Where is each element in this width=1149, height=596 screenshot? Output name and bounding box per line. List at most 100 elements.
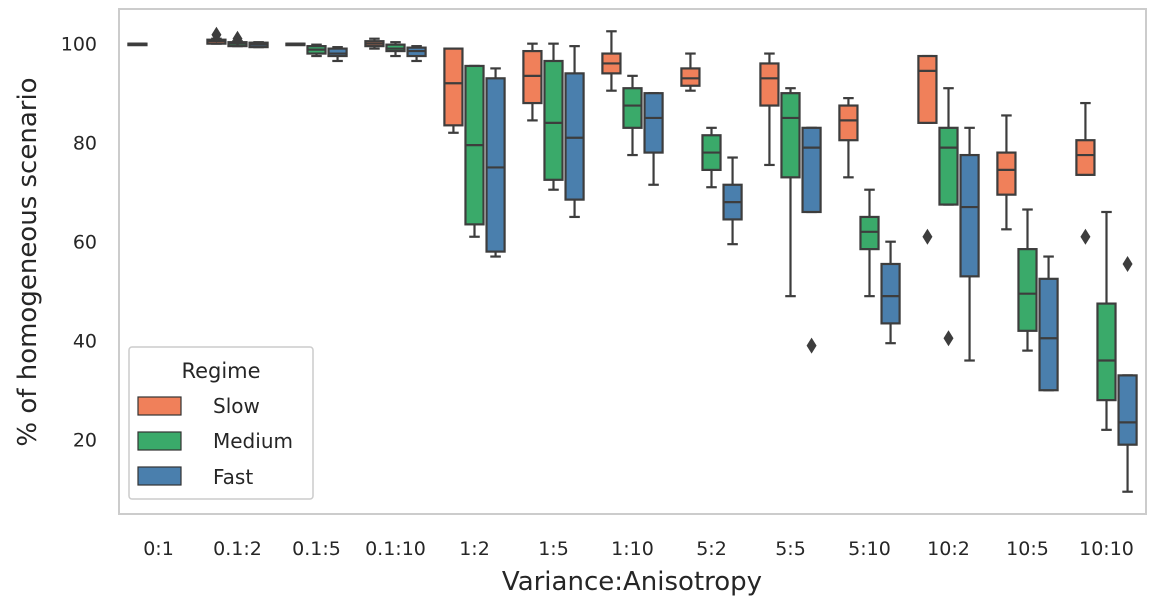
box-medium-12 [1096,210,1117,431]
y-tick-label: 60 [73,232,97,254]
box-body [622,87,643,129]
box-body [485,77,506,253]
outlier-marker [211,26,222,43]
box-medium-2 [306,43,327,58]
box-body [1038,277,1059,392]
box-body [838,104,859,142]
x-axis-label: Variance:Anisotropy [502,567,762,596]
legend-swatch-slow [137,396,182,416]
box-slow-10 [917,54,938,245]
outlier-marker [806,337,817,354]
x-tick-label: 10:10 [1079,538,1134,560]
box-medium-1 [227,30,248,48]
box-medium-10 [938,87,959,347]
box-body [443,47,464,127]
box-medium-4 [464,64,485,238]
box-body [859,215,880,251]
box-fast-11 [1038,255,1059,392]
box-slow-12 [1075,101,1096,245]
box-body [959,153,980,278]
box-medium-8 [780,87,801,298]
box-body [780,92,801,179]
box-body [917,54,938,124]
x-tick-label: 0.1:10 [365,538,426,560]
x-tick-label: 0.1:2 [213,538,262,560]
x-tick-labels: 0:1 0.1:2 0.1:5 0.1:10 1:2 1:5 1:10 5:2 5:5 5:10 1… [143,538,1134,560]
y-tick-label: 20 [73,430,97,452]
box-body [327,47,348,58]
outlier-marker [1122,255,1133,272]
box-body [880,262,901,325]
box-fast-8 [801,126,822,354]
box-fast-1 [248,41,269,49]
box-medium-9 [859,188,880,298]
box-slow-4 [443,47,464,134]
x-tick-label: 5:2 [696,538,727,560]
box-medium-7 [701,126,722,189]
box-fast-2 [327,46,348,63]
x-tick-label: 1:5 [538,538,569,560]
box-medium-3 [385,41,406,58]
box-body [643,92,664,154]
box-medium-6 [622,74,643,157]
outlier-marker [232,30,243,47]
box-slow-11 [996,114,1017,231]
box-medium-11 [1017,208,1038,352]
x-tick-label: 5:10 [848,538,891,560]
y-tick-labels: 20 40 60 80 100 [61,34,97,452]
box-body [1075,139,1096,176]
y-axis-label: % of homogeneous scenario [13,77,43,446]
box-slow-7 [680,52,701,92]
legend-title: Regime [181,359,260,383]
box-body [564,72,585,201]
box-body [1017,248,1038,332]
outlier-marker [1080,228,1091,245]
legend-label-fast: Fast [213,465,253,489]
box-fast-9 [880,240,901,345]
legend-swatch-fast [137,466,182,486]
box-body [1117,374,1138,446]
box-fast-6 [643,92,664,186]
legend: Regime Slow Medium Fast [128,346,314,500]
boxes-layer [127,26,1138,493]
box-body [680,67,701,87]
box-fast-12 [1117,255,1138,493]
box-slow-5 [522,42,543,122]
box-slow-6 [601,30,622,92]
x-tick-label: 0:1 [143,538,174,560]
outlier-marker [943,330,954,347]
legend-label-medium: Medium [213,429,293,453]
box-body [938,126,959,206]
box-body [759,62,780,107]
box-slow-2 [285,42,306,47]
legend-label-slow: Slow [213,394,260,418]
box-medium-5 [543,42,564,191]
box-body [1096,302,1117,402]
box-fast-4 [485,67,506,258]
x-tick-label: 10:5 [1006,538,1049,560]
y-tick-label: 40 [73,331,97,353]
box-slow-1 [206,26,227,45]
box-body [801,126,822,214]
box-fast-3 [406,45,427,63]
box-slow-9 [838,97,859,179]
box-body [522,49,543,105]
box-body [996,151,1017,196]
outlier-marker [922,228,933,245]
legend-swatch-medium [137,431,182,451]
box-slow-3 [364,37,385,50]
x-tick-label: 1:2 [459,538,490,560]
box-fast-7 [722,156,743,246]
box-slow-0 [127,42,148,47]
box-fast-10 [959,126,980,362]
legend-frame [128,346,314,500]
box-fast-5 [564,45,585,219]
box-slow-8 [759,52,780,167]
y-tick-label: 80 [73,133,97,155]
x-tick-label: 5:5 [775,538,806,560]
box-body [543,59,564,181]
y-tick-label: 100 [61,34,97,56]
x-tick-label: 0.1:5 [292,538,341,560]
x-tick-label: 10:2 [927,538,970,560]
